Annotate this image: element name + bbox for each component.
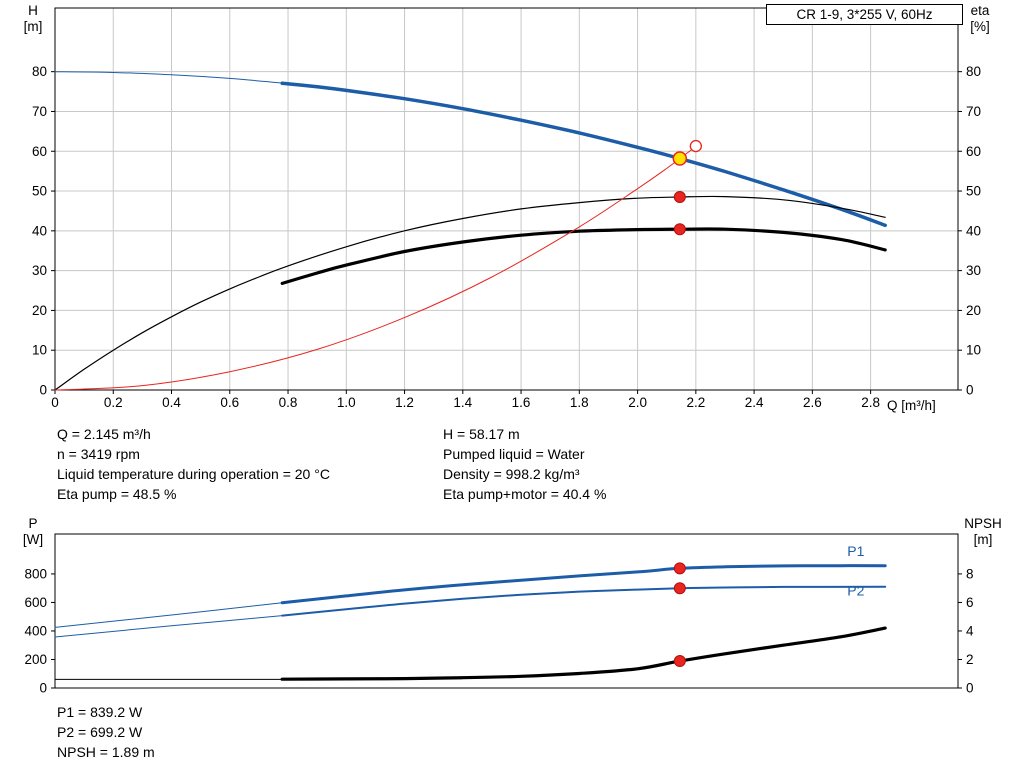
axis-label-line: [m] bbox=[23, 19, 43, 34]
y-tick-label-right: 80 bbox=[966, 64, 981, 79]
eta-axis-label: eta [%] bbox=[960, 3, 1000, 35]
series-H-curve bbox=[280, 81, 887, 228]
y-tick-label-left: 0 bbox=[39, 383, 47, 398]
x-tick-label: 1.0 bbox=[337, 395, 356, 410]
axis-label-line: [m] bbox=[973, 532, 993, 547]
y-tick-label-left: 200 bbox=[24, 652, 47, 667]
axis-label-line: eta bbox=[970, 3, 990, 18]
y-tick-label-right: 50 bbox=[966, 184, 981, 199]
plot-frame bbox=[54, 533, 959, 689]
x-tick-label: 2.8 bbox=[861, 395, 880, 410]
series-NPSH-curve bbox=[280, 626, 887, 681]
axis-label-line: NPSH bbox=[964, 516, 1002, 531]
y-tick-label-right: 70 bbox=[966, 104, 981, 119]
y-tick-label-right: 20 bbox=[966, 303, 981, 318]
series-H-curve-extension bbox=[54, 71, 289, 85]
x-tick-label: 1.2 bbox=[395, 395, 414, 410]
duty-point-marker bbox=[672, 151, 688, 166]
duty-point-marker bbox=[673, 582, 686, 595]
qh-eta-chart: 0 0.2 0.4 0.6 0.8 1.0 1.2 1.4 1.6 1.8 2.0 2.2 2.4 2.6… bbox=[32, 7, 981, 410]
info-line-p2: P2 = 699.2 W bbox=[57, 724, 143, 740]
duty-point-marker bbox=[673, 562, 686, 575]
x-tick-label: 2.4 bbox=[745, 395, 764, 410]
y-tick-label-right: 0 bbox=[966, 681, 974, 696]
axis-label-line: [W] bbox=[22, 532, 44, 547]
x-tick-label: 1.8 bbox=[570, 395, 589, 410]
curve-label-P1: P1 bbox=[847, 543, 864, 559]
x-tick-label: 1.6 bbox=[512, 395, 531, 410]
duty-point-marker bbox=[673, 191, 686, 204]
x-tick-label: 2.0 bbox=[628, 395, 647, 410]
x-tick-label: 0.4 bbox=[162, 395, 181, 410]
y-tick-label-left: 800 bbox=[24, 566, 47, 581]
y-tick-label-left: 10 bbox=[32, 343, 47, 358]
operating-data-right: H = 58.17 m Pumped liquid = Water Densit… bbox=[443, 424, 606, 504]
info-line-eta-pump-motor: Eta pump+motor = 40.4 % bbox=[443, 486, 607, 502]
axis-label-line: H bbox=[28, 3, 38, 18]
y-tick-label-right: 6 bbox=[966, 595, 974, 610]
y-tick-label-right: 10 bbox=[966, 343, 981, 358]
y-tick-label-right: 4 bbox=[966, 623, 974, 638]
series-system-curve bbox=[54, 146, 697, 391]
npsh-axis-label: NPSH [m] bbox=[958, 516, 1008, 548]
y-tick-label-left: 30 bbox=[32, 263, 47, 278]
y-tick-label-right: 2 bbox=[966, 652, 974, 667]
x-tick-label: 0.8 bbox=[279, 395, 298, 410]
operating-data-left: Q = 2.145 m³/h n = 3419 rpm Liquid tempe… bbox=[57, 424, 330, 504]
duty-point-marker bbox=[673, 655, 686, 668]
info-line-liquid: Pumped liquid = Water bbox=[443, 446, 585, 462]
y-tick-label-right: 60 bbox=[966, 144, 981, 159]
pump-model-title: CR 1-9, 3*255 V, 60Hz bbox=[766, 4, 963, 25]
y-tick-label-left: 50 bbox=[32, 184, 47, 199]
y-tick-label-right: 8 bbox=[966, 566, 974, 581]
axis-label-line: [%] bbox=[970, 19, 990, 34]
info-line-density: Density = 998.2 kg/m³ bbox=[443, 466, 580, 482]
y-tick-label-left: 600 bbox=[24, 595, 47, 610]
curve-label-P2: P2 bbox=[847, 583, 864, 599]
info-line-temperature: Liquid temperature during operation = 20… bbox=[57, 466, 330, 482]
info-line-n: n = 3419 rpm bbox=[57, 446, 140, 462]
series-P1-curve bbox=[280, 564, 887, 605]
y-tick-label-left: 20 bbox=[32, 303, 47, 318]
info-line-p1: P1 = 839.2 W bbox=[57, 704, 143, 720]
x-tick-label: 0.6 bbox=[220, 395, 239, 410]
duty-point-marker bbox=[673, 223, 686, 236]
info-line-q: Q = 2.145 m³/h bbox=[57, 426, 151, 442]
x-tick-label: 0.2 bbox=[104, 395, 123, 410]
info-line-h: H = 58.17 m bbox=[443, 426, 520, 442]
power-data: P1 = 839.2 W P2 = 699.2 W NPSH = 1.89 m bbox=[57, 702, 155, 762]
duty-point-marker bbox=[689, 139, 702, 153]
series-P1-extension bbox=[54, 602, 283, 628]
x-tick-label: 0 bbox=[51, 395, 59, 410]
info-line-eta-pump: Eta pump = 48.5 % bbox=[57, 486, 177, 502]
x-tick-label: 2.2 bbox=[686, 395, 705, 410]
y-tick-label-left: 400 bbox=[24, 623, 47, 638]
axis-label-line: P bbox=[28, 516, 38, 531]
series-P2-extension bbox=[54, 615, 283, 638]
x-tick-label: 1.4 bbox=[453, 395, 472, 410]
head-axis-label: H [m] bbox=[16, 3, 50, 35]
y-tick-label-right: 40 bbox=[966, 223, 981, 238]
y-tick-label-left: 0 bbox=[39, 681, 47, 696]
y-tick-label-left: 70 bbox=[32, 104, 47, 119]
y-tick-label-right: 0 bbox=[966, 383, 974, 398]
series-eta-pump-motor-curve bbox=[280, 227, 887, 285]
power-axis-label: P [W] bbox=[16, 516, 50, 548]
series-eta-pump-curve bbox=[54, 195, 886, 391]
y-tick-label-left: 60 bbox=[32, 144, 47, 159]
y-tick-label-left: 40 bbox=[32, 223, 47, 238]
plot-frame bbox=[54, 7, 959, 391]
power-npsh-chart: 0 200 400 600 800 0 2 4 6 8 P1 P2 bbox=[24, 533, 974, 696]
y-tick-label-right: 30 bbox=[966, 263, 981, 278]
x-tick-label: 2.6 bbox=[803, 395, 822, 410]
y-tick-label-left: 80 bbox=[32, 64, 47, 79]
series-P2-curve bbox=[281, 585, 887, 617]
info-line-npsh: NPSH = 1.89 m bbox=[57, 744, 155, 760]
flow-axis-label: Q [m³/h] bbox=[887, 398, 936, 413]
